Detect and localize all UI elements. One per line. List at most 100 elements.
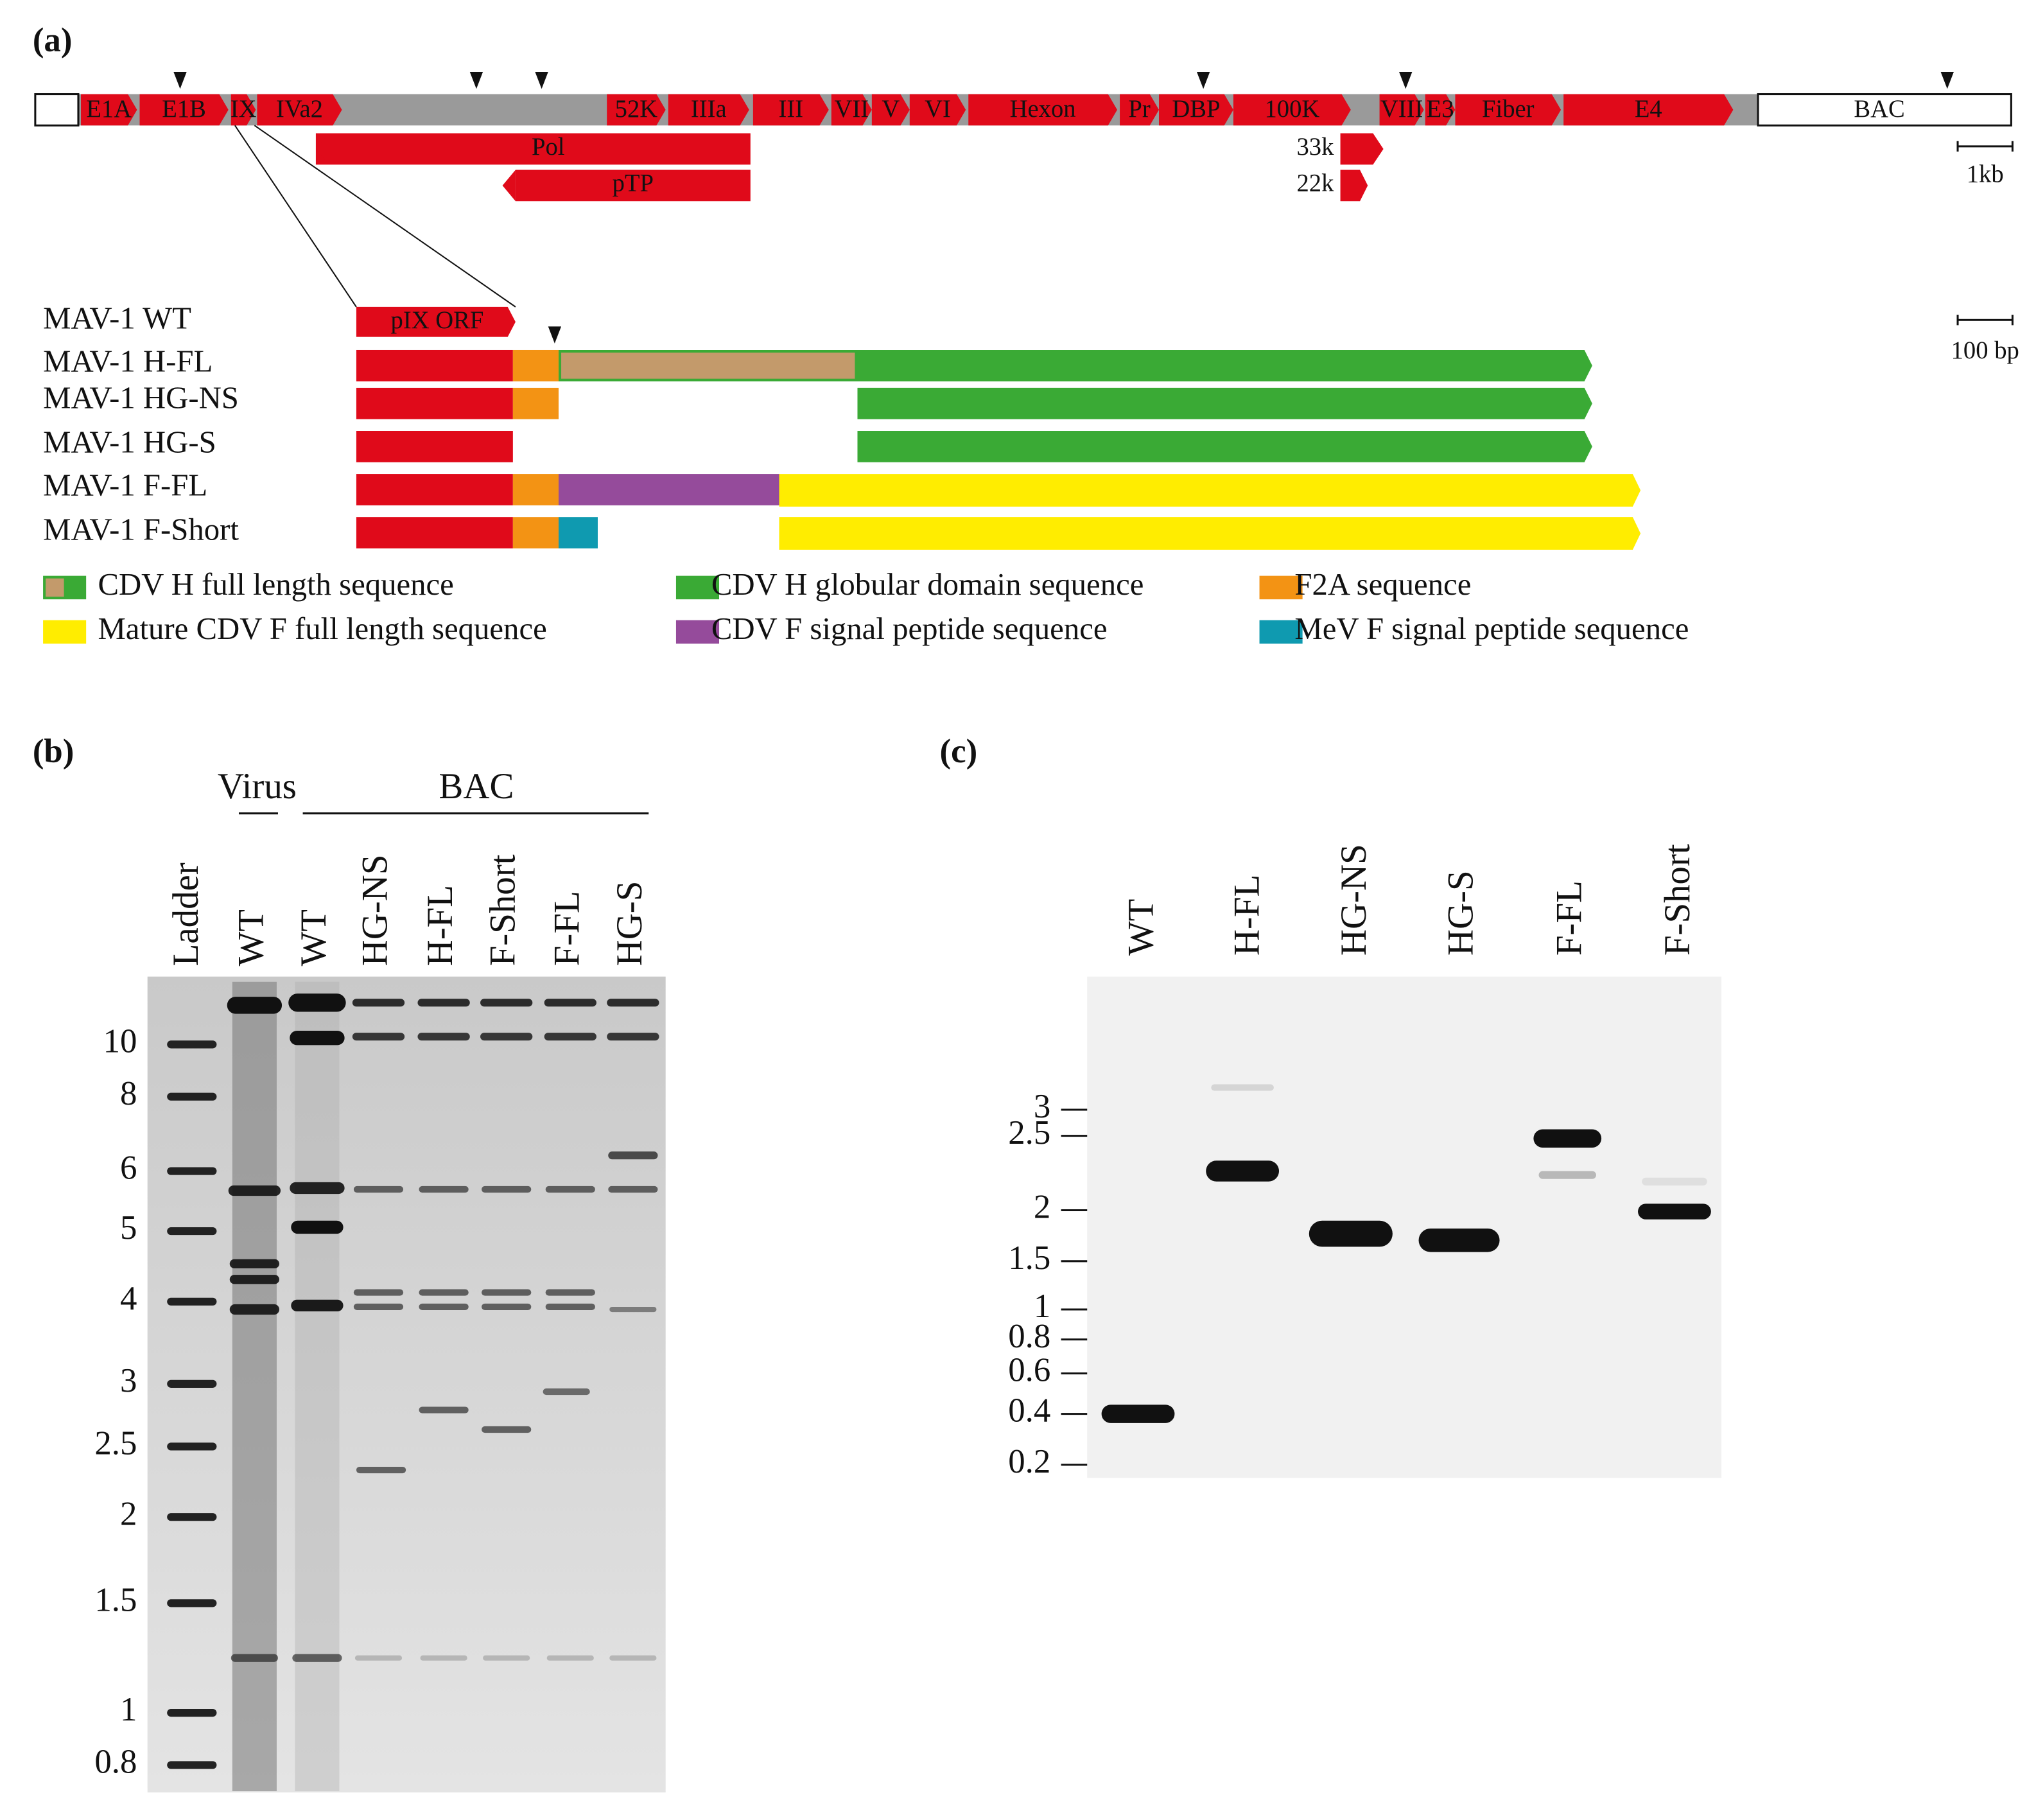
marker-triangle	[1399, 72, 1413, 89]
gel-band	[483, 1655, 530, 1661]
gel-band	[231, 1654, 278, 1662]
lane-label: F-Short	[1657, 844, 1698, 956]
gene	[1233, 94, 1351, 126]
gene-label: VI	[925, 96, 951, 123]
gene	[1340, 170, 1368, 202]
gel-band	[1638, 1203, 1711, 1220]
zoom-line	[234, 125, 516, 308]
gene	[315, 133, 329, 165]
gene-label: IVa2	[276, 96, 323, 123]
ladder-label: 1.5	[94, 1581, 137, 1618]
lane-label: H-FL	[420, 885, 460, 966]
gene-label: IIIa	[691, 96, 727, 123]
gel-band	[545, 1186, 595, 1193]
legend-label: Mature CDV F full length sequence	[98, 611, 546, 646]
gene	[871, 94, 910, 126]
scale-label: 1kb	[1967, 161, 2004, 188]
ladder-band	[167, 1040, 217, 1049]
group-label: Virus	[218, 766, 297, 807]
gel-band	[417, 1033, 470, 1041]
lane-label: HG-NS	[1334, 844, 1374, 956]
ladder-label: 4	[120, 1280, 137, 1317]
gel-band	[546, 1655, 594, 1661]
lane-label: H-FL	[1226, 875, 1267, 956]
scale-bar	[1956, 141, 2014, 152]
gel-band	[417, 999, 470, 1007]
ladder-band	[167, 1442, 217, 1451]
construct-label: MAV-1 H-FL	[43, 344, 213, 379]
gel-band	[1206, 1160, 1280, 1182]
legend-swatch	[46, 578, 64, 597]
lane-label: HG-S	[1441, 870, 1481, 956]
f2a	[512, 474, 559, 505]
gene-label: 100K	[1264, 96, 1319, 123]
gel-band	[482, 1289, 532, 1296]
gel-band	[545, 1303, 595, 1311]
gel-band	[545, 1289, 595, 1296]
ladder-label: 0.8	[1008, 1318, 1050, 1355]
construct-label: MAV-1 F-Short	[43, 512, 239, 547]
gel-band	[291, 1220, 344, 1234]
pix	[356, 474, 513, 505]
genome-end	[34, 93, 80, 127]
pix	[356, 517, 513, 548]
gene-label: E4	[1635, 96, 1662, 123]
gel-band	[352, 1033, 405, 1041]
gel-band	[1533, 1129, 1602, 1148]
legend-swatch	[1259, 620, 1303, 644]
ladder-label: 0.2	[1008, 1443, 1050, 1480]
bac-label: BAC	[1854, 96, 1904, 123]
marker-triangle	[548, 326, 562, 344]
gene	[139, 94, 229, 126]
construct-label: MAV-1 HG-S	[43, 425, 216, 460]
gene	[753, 94, 829, 126]
gel-band	[353, 1186, 404, 1193]
gene	[315, 133, 751, 165]
gene-label: Pr	[1128, 96, 1150, 123]
gel-band	[482, 1426, 532, 1433]
ladder-band	[167, 1167, 217, 1175]
gene	[1159, 94, 1233, 126]
panel-label: (c)	[940, 733, 978, 770]
gel-band	[229, 1304, 279, 1315]
mev-f-signal	[558, 517, 598, 548]
f2a	[512, 517, 559, 548]
gene	[257, 94, 342, 126]
ladder-band	[167, 1379, 217, 1388]
gene-label: III	[779, 96, 804, 123]
lane-label: F-Short	[483, 854, 523, 966]
gel-band	[608, 1186, 658, 1193]
gel-band	[482, 1303, 532, 1311]
marker-triangle	[469, 72, 483, 89]
gel-band	[1418, 1228, 1500, 1252]
ladder-label: 1	[120, 1691, 137, 1728]
gene-label: Pol	[532, 134, 565, 161]
gel-band	[419, 1289, 469, 1296]
construct-label: MAV-1 HG-NS	[43, 380, 239, 415]
marker-triangle	[1196, 72, 1210, 89]
pix	[356, 387, 513, 419]
gel-band	[353, 1289, 404, 1296]
gel-band	[229, 1275, 279, 1284]
lane-label: HG-NS	[355, 855, 396, 967]
gel-band	[288, 993, 346, 1012]
gene-label: IX	[231, 96, 257, 123]
legend-swatch	[43, 620, 87, 644]
ladder-label: 6	[120, 1150, 137, 1187]
gene	[231, 94, 256, 126]
gel-band	[1642, 1177, 1707, 1186]
gel-band	[609, 1655, 657, 1661]
lane-label: WT	[293, 909, 334, 966]
ladder-label: 10	[103, 1022, 137, 1060]
gene-label: pIX ORF	[391, 307, 484, 334]
lane-label: F-FL	[546, 891, 587, 966]
gene	[1455, 94, 1562, 126]
ladder-label: 2	[120, 1495, 137, 1532]
gel-band	[354, 1655, 403, 1661]
gene-label: VIII	[1380, 96, 1423, 123]
lane-label: Ladder	[166, 862, 206, 966]
construct-label: MAV-1 WT	[43, 301, 191, 335]
gel-band	[419, 1186, 469, 1193]
gene-label: E1B	[162, 96, 206, 123]
